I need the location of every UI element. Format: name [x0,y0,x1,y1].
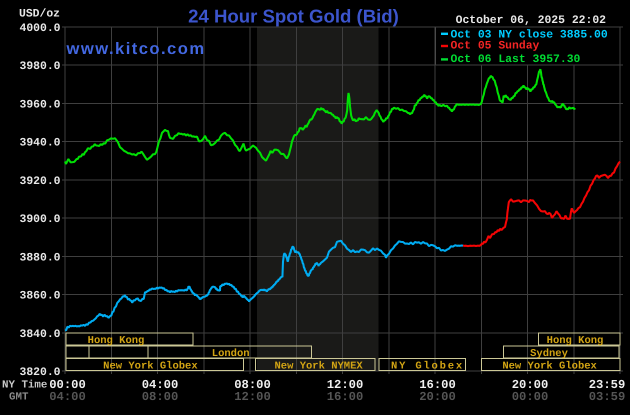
svg-text:New York Globex: New York Globex [502,360,597,372]
svg-text:Hong Kong: Hong Kong [547,335,604,347]
svg-text:3820.0: 3820.0 [19,367,60,379]
svg-text:04:00: 04:00 [49,390,86,404]
svg-text:Oct 03 NY close 3885.00: Oct 03 NY close 3885.00 [451,28,608,41]
svg-text:GMT: GMT [9,392,29,404]
svg-text:3980.0: 3980.0 [19,61,60,73]
svg-text:23:59: 23:59 [589,378,626,392]
svg-text:New York Globex: New York Globex [103,360,198,372]
svg-text:Sydney: Sydney [530,348,569,360]
svg-text:3960.0: 3960.0 [19,99,60,111]
svg-text:4000.0: 4000.0 [19,23,60,35]
svg-text:New York NYMEX: New York NYMEX [274,360,363,372]
svg-text:October 06, 2025 22:02: October 06, 2025 22:02 [456,14,607,27]
svg-text:3880.0: 3880.0 [19,252,60,264]
svg-text:20:00: 20:00 [512,378,549,392]
svg-text:08:00: 08:00 [234,378,271,392]
svg-text:20:00: 20:00 [419,390,456,404]
svg-text:Hong Kong: Hong Kong [88,335,145,347]
svg-text:00:00: 00:00 [49,378,86,392]
svg-text:3940.0: 3940.0 [19,138,60,150]
svg-text:www.kitco.com: www.kitco.com [66,39,206,58]
svg-text:24 Hour Spot Gold (Bid): 24 Hour Spot Gold (Bid) [188,6,399,27]
svg-text:03:59: 03:59 [589,390,626,404]
svg-text:04:00: 04:00 [142,378,179,392]
svg-text:12:00: 12:00 [234,390,271,404]
svg-text:NY Time: NY Time [2,380,47,392]
svg-text:08:00: 08:00 [142,390,179,404]
svg-text:Oct 06 Last 3957.30: Oct 06 Last 3957.30 [451,54,581,66]
svg-text:16:00: 16:00 [327,390,364,404]
svg-text:3920.0: 3920.0 [19,176,60,188]
svg-text:NY Globex: NY Globex [391,360,464,372]
svg-text:00:00: 00:00 [512,390,549,404]
svg-text:USD/oz: USD/oz [19,8,60,21]
svg-text:12:00: 12:00 [327,378,364,392]
svg-text:London: London [212,348,250,360]
svg-text:3840.0: 3840.0 [19,329,60,341]
svg-text:3900.0: 3900.0 [19,214,60,226]
svg-text:3860.0: 3860.0 [19,291,60,303]
svg-text:16:00: 16:00 [419,378,456,392]
svg-text:Oct 05 Sunday: Oct 05 Sunday [451,39,540,52]
